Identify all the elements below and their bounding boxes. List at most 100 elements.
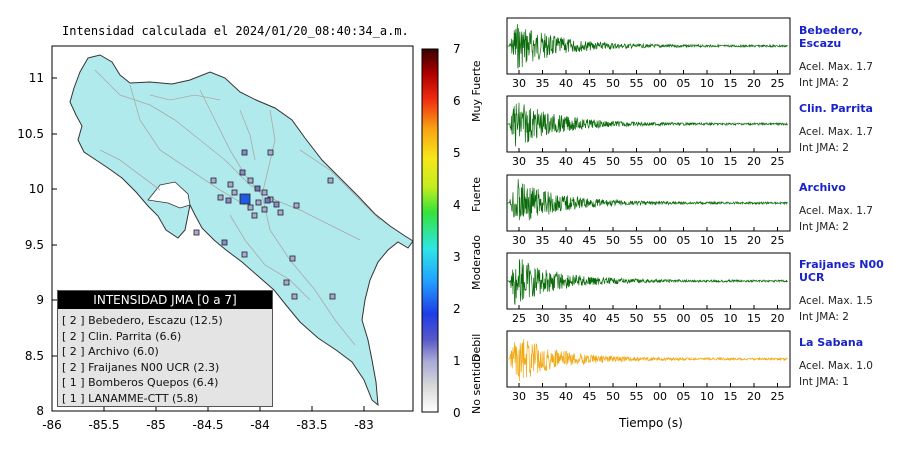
time-tick: 20 — [747, 155, 761, 168]
station-accel: Acel. Max. 1.7 — [799, 61, 873, 73]
time-tick: 30 — [536, 312, 550, 325]
level-label: Muy Fuerte — [470, 60, 483, 122]
time-tick: 40 — [559, 234, 573, 247]
time-tick: 35 — [536, 77, 550, 90]
waveform-panel: 30 35 40 45 50 55 00 05 10 15 20 25 — [506, 174, 791, 247]
x-tick: -83.5 — [296, 418, 327, 432]
time-tick: 50 — [606, 155, 620, 168]
y-tick: 8 — [36, 404, 44, 418]
waveform-panels: 30 35 40 45 50 55 00 05 10 15 20 25 30 35 40 45 50 55 00 05… — [506, 17, 791, 403]
station-label-4: La Sabana Acel. Max. 1.0 Int JMA: 1 — [799, 336, 907, 388]
legend-item: [ 2 ] Fraijanes N00 UCR (2.3) — [62, 360, 220, 374]
time-tick: 30 — [512, 390, 526, 403]
svg-text:6: 6 — [453, 94, 461, 108]
time-tick: 15 — [724, 234, 738, 247]
time-tick: 05 — [700, 312, 714, 325]
time-tick: 45 — [606, 312, 620, 325]
time-tick: 00 — [653, 77, 667, 90]
legend-item: [ 1 ] LANAMME-CTT (5.8) — [62, 391, 199, 405]
svg-text:0: 0 — [453, 406, 461, 420]
intensity-colorbar: 7 6 5 4 3 2 1 0 Muy Fuerte Fuerte Modera… — [421, 42, 483, 420]
time-tick: 10 — [700, 155, 714, 168]
station-name: Clin. Parrita — [799, 102, 873, 115]
time-tick: 05 — [677, 77, 691, 90]
time-tick: 10 — [700, 390, 714, 403]
station-label-0: Bebedero, Escazu Acel. Max. 1.7 Int JMA:… — [799, 24, 907, 89]
map-x-axis: -86 -85.5 -85 -84.5 -84 -83.5 -83 — [42, 406, 374, 432]
epicenter-marker — [239, 193, 251, 205]
station-jma: Int JMA: 1 — [799, 376, 849, 388]
colorbar-levels: Muy Fuerte Fuerte Moderado Debil No sent… — [470, 60, 483, 414]
time-tick: 30 — [512, 77, 526, 90]
station-accel: Acel. Max. 1.7 — [799, 126, 873, 138]
y-tick: 10 — [29, 182, 44, 196]
x-tick: -84 — [250, 418, 270, 432]
time-tick: 45 — [583, 390, 597, 403]
time-tick: 20 — [747, 390, 761, 403]
y-tick: 11 — [29, 71, 44, 85]
station-jma: Int JMA: 2 — [799, 77, 849, 89]
station-accel: Acel. Max. 1.5 — [799, 295, 873, 307]
level-label: Fuerte — [470, 177, 483, 212]
legend-item: [ 2 ] Bebedero, Escazu (12.5) — [62, 314, 223, 327]
legend-item: [ 1 ] Bomberos Quepos (6.4) — [62, 376, 219, 389]
time-tick: 25 — [771, 155, 785, 168]
time-tick: 50 — [606, 234, 620, 247]
level-label: No sentido — [470, 355, 483, 414]
colorbar-gradient — [421, 48, 439, 413]
time-tick: 55 — [630, 234, 644, 247]
legend-title: INTENSIDAD JMA [0 a 7] — [58, 291, 272, 309]
time-tick: 25 — [512, 312, 526, 325]
x-tick: -84.5 — [192, 418, 223, 432]
x-tick: -85.5 — [88, 418, 119, 432]
station-label-3: Fraijanes N00 UCR Acel. Max. 1.5 Int JMA… — [799, 258, 907, 323]
map-y-axis: 11 10.5 10 9.5 9 8.5 8 — [17, 71, 57, 418]
time-tick: 45 — [583, 155, 597, 168]
time-tick: 15 — [747, 312, 761, 325]
time-tick: 00 — [653, 390, 667, 403]
station-markers — [193, 149, 336, 300]
time-tick: 55 — [653, 312, 667, 325]
time-tick: 35 — [536, 390, 550, 403]
time-tick: 35 — [536, 155, 550, 168]
time-tick: 30 — [512, 234, 526, 247]
time-tick: 00 — [653, 155, 667, 168]
time-tick: 25 — [771, 234, 785, 247]
time-tick: 40 — [559, 390, 573, 403]
x-axis-label: Tiempo (s) — [619, 416, 683, 430]
time-tick: 05 — [677, 155, 691, 168]
time-tick: 15 — [724, 77, 738, 90]
time-tick: 50 — [630, 312, 644, 325]
time-tick: 55 — [630, 155, 644, 168]
time-tick: 40 — [559, 155, 573, 168]
station-accel: Acel. Max. 1.0 — [799, 360, 873, 372]
time-tick: 20 — [747, 77, 761, 90]
waveform-trace — [507, 102, 788, 147]
time-tick: 55 — [630, 390, 644, 403]
waveform-panel: 30 35 40 45 50 55 00 05 10 15 20 25 — [506, 17, 791, 90]
time-tick: 00 — [653, 234, 667, 247]
time-tick: 25 — [771, 390, 785, 403]
station-name: Bebedero, Escazu — [799, 24, 863, 50]
station-label-1: Clin. Parrita Acel. Max. 1.7 Int JMA: 2 — [799, 102, 907, 154]
time-tick: 35 — [559, 312, 573, 325]
time-tick: 20 — [771, 312, 785, 325]
time-tick: 25 — [771, 77, 785, 90]
time-tick: 50 — [606, 77, 620, 90]
time-tick: 15 — [724, 390, 738, 403]
station-name: La Sabana — [799, 336, 864, 349]
map-title: Intensidad calculada el 2024/01/20_08:40… — [62, 24, 409, 38]
svg-text:1: 1 — [453, 354, 461, 368]
time-tick: 05 — [677, 390, 691, 403]
y-tick: 10.5 — [17, 127, 44, 141]
colorbar-ticks: 7 6 5 4 3 2 1 0 — [453, 42, 461, 420]
waveform-frame — [506, 330, 791, 388]
time-tick: 30 — [512, 155, 526, 168]
svg-text:2: 2 — [453, 302, 461, 316]
svg-text:5: 5 — [453, 146, 461, 160]
time-tick: 10 — [700, 77, 714, 90]
waveform-panel: 30 35 40 45 50 55 00 05 10 15 20 25 — [506, 95, 791, 168]
time-tick: 10 — [700, 234, 714, 247]
svg-text:7: 7 — [453, 42, 461, 56]
time-tick: 15 — [724, 155, 738, 168]
